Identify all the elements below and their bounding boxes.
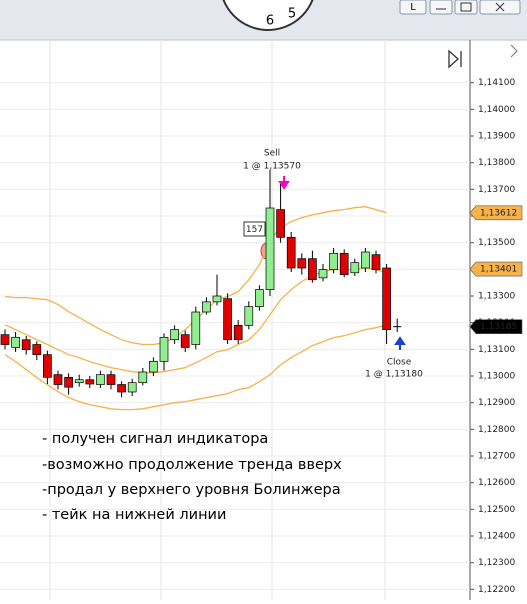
price-tag-label: 1,13401 [480,265,517,275]
y-tick-label: 1,12700 [478,452,515,462]
candle-body [212,295,222,303]
sell-title: Sell [264,149,280,159]
candle-body [223,298,232,341]
close-arrow [394,336,406,350]
icon [495,2,505,12]
window-button[interactable] [399,0,427,15]
candle-body [255,289,264,308]
maximize-button[interactable] [454,0,478,15]
y-tick-label: 1,12500 [478,505,515,515]
y-tick-label: 1,13100 [478,345,515,355]
y-tick-label: 1,13900 [478,132,515,142]
y-tick-label: 1,12200 [478,585,515,595]
candle-body [297,258,307,269]
price-tag [469,319,523,334]
bollinger-band [4,324,387,411]
candle-body [127,382,137,393]
candle-body [43,354,52,378]
candle-body [308,258,317,281]
candle-body [382,267,391,330]
icon [460,2,472,12]
price-tag [469,205,523,221]
y-tick-label: 1,14000 [478,105,515,115]
price-tag-label: 1,13185 [480,322,517,332]
candle-body [117,384,126,393]
note: -возможно продолжение тренда вверх [42,457,342,473]
candle-body [138,371,148,384]
candle-body [244,306,254,326]
close-text: 1 @ 1,13180 [365,370,423,380]
clock [222,0,314,31]
candle-body [106,374,116,385]
candle-body [233,324,243,341]
close-title: Close [387,358,412,368]
sell-text: 1 @ 1,13570 [243,162,301,172]
candle-body [21,339,31,350]
y-tick-label: 1,12300 [478,558,515,568]
candle-body [149,360,158,373]
y-tick-label: 1,13700 [478,185,515,195]
button-label: L [410,2,416,13]
candle-body [361,251,370,269]
candle-body [180,334,190,348]
clock-number: 5 [288,7,296,22]
note: - получен сигнал индикатора [42,431,268,447]
box [243,221,266,237]
clock-number: 6 [266,14,274,29]
candle-body [286,236,296,269]
candle-body [159,336,169,362]
candle-body [371,254,381,270]
y-tick-label: 1,12800 [478,425,515,435]
candle-body [96,374,105,385]
y-tick-label: 1,13800 [478,158,515,168]
candle-body [64,376,73,388]
candle-body [276,209,285,238]
candle-body [85,379,95,385]
minimize-button[interactable] [429,0,453,15]
scroll-end-icon[interactable] [448,49,462,69]
candle-body [329,252,338,270]
y-tick-label: 1,12400 [478,532,515,542]
candle-body [74,379,84,384]
candle-body [53,374,63,385]
y-tick-label: 1,13000 [478,372,515,382]
candle-body [11,336,20,348]
candle-body [350,262,360,274]
y-tick-label: 1,13500 [478,238,515,248]
candle-body [265,207,275,290]
y-tick-label: 1,12600 [478,478,515,488]
candle-body [191,311,201,345]
candle-body [202,301,211,313]
price-tag [469,261,523,277]
note: -продал у верхнего уровня Болинжера [42,482,341,498]
candle-body [32,344,42,356]
sell-arrow [278,176,290,190]
price-tag-label: 1,13612 [480,208,517,218]
candle-body [0,334,10,345]
y-tick-label: 1,14100 [478,78,515,88]
candle-body [339,252,349,276]
icon[interactable] [510,44,518,58]
y-tick-label: 1,12900 [478,398,515,408]
y-tick-label: 1,13300 [478,292,515,302]
candle-body [318,269,328,279]
candle-body [170,329,179,341]
note: - тейк на нижней линии [42,507,226,523]
box-label: 157 [246,225,263,235]
